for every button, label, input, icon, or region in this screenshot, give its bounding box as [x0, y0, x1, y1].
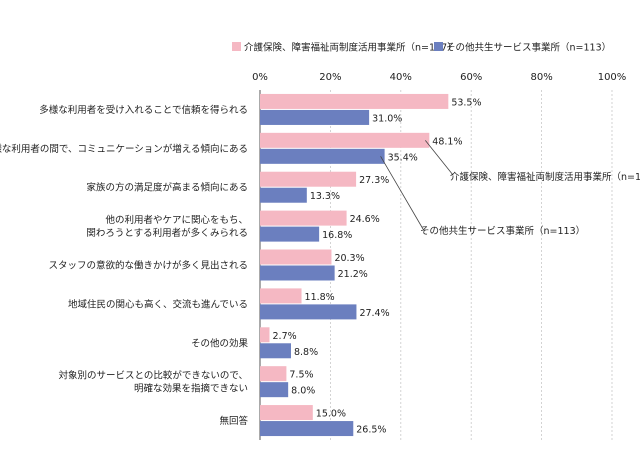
- bar: [260, 249, 332, 265]
- data-label: 48.1%: [432, 136, 462, 147]
- annotation-label: その他共生サービス事業所（n=113）: [420, 225, 585, 237]
- bar: [260, 343, 291, 359]
- category-label: 多様な利用者の間で、コミュニケーションが増える傾向にある: [0, 143, 248, 155]
- category-label: 家族の方の満足度が高まる傾向にある: [86, 182, 248, 194]
- data-label: 2.7%: [273, 331, 297, 342]
- x-tick-label: 100%: [598, 72, 627, 83]
- bar: [260, 171, 357, 187]
- bar: [260, 226, 320, 242]
- bar: [260, 109, 370, 125]
- category-label: 無回答: [219, 415, 248, 427]
- bar: [260, 132, 430, 148]
- category-label: スタッフの意欲的な働きかけが多く見出される: [48, 260, 248, 272]
- category-label: 関わろうとする利用者が多くみられる: [86, 227, 248, 239]
- bar: [260, 93, 449, 109]
- bar: [260, 210, 347, 226]
- data-label: 8.0%: [291, 386, 315, 397]
- annotation-leader: [424, 140, 454, 176]
- bar: [260, 421, 354, 437]
- legend-label-1: 介護保険、障害福祉両制度活用事業所（n=187）: [244, 42, 457, 54]
- bar: [260, 366, 287, 382]
- x-tick-label: 20%: [319, 72, 341, 83]
- x-tick-label: 60%: [460, 72, 482, 83]
- category-label: 多様な利用者を受け入れることで信頼を得られる: [39, 104, 248, 116]
- data-label: 53.5%: [451, 97, 481, 108]
- data-label: 7.5%: [289, 370, 313, 381]
- annotation-leader: [380, 156, 424, 230]
- data-label: 15.0%: [316, 409, 346, 420]
- bar: [260, 288, 302, 304]
- data-label: 31.0%: [372, 113, 402, 124]
- data-label: 27.3%: [359, 175, 389, 186]
- bar: [260, 148, 385, 164]
- category-label: 明確な効果を指摘できない: [134, 383, 248, 395]
- category-label: 地域住民の関心も高く、交流も進んでいる: [68, 298, 248, 310]
- category-label: その他の効果: [191, 337, 249, 349]
- data-label: 13.3%: [310, 191, 340, 202]
- bar: [260, 327, 270, 343]
- data-label: 21.2%: [338, 269, 368, 280]
- bar: [260, 265, 335, 281]
- legend-swatch-1: [232, 42, 241, 51]
- data-label: 8.8%: [294, 347, 318, 358]
- category-label: 対象別のサービスとの比較ができないので、: [58, 370, 248, 382]
- data-label: 11.8%: [305, 292, 335, 303]
- legend-swatch-2: [434, 42, 443, 51]
- data-label: 16.8%: [322, 230, 352, 241]
- legend-label-2: その他共生サービス事業所（n=113）: [446, 42, 611, 54]
- data-label: 27.4%: [359, 308, 389, 319]
- x-tick-label: 80%: [530, 72, 552, 83]
- data-label: 20.3%: [334, 253, 364, 264]
- annotation-label: 介護保険、障害福祉両制度活用事業所（n=187）: [450, 171, 640, 183]
- data-label: 26.5%: [356, 425, 386, 436]
- bar: [260, 405, 313, 421]
- x-tick-label: 40%: [390, 72, 412, 83]
- bar: [260, 382, 289, 398]
- category-label: 他の利用者やケアに関心をもち、: [105, 214, 248, 226]
- bar: [260, 187, 307, 203]
- data-label: 35.4%: [388, 152, 418, 163]
- x-tick-label: 0%: [252, 72, 268, 83]
- data-label: 24.6%: [350, 214, 380, 225]
- bar: [260, 304, 357, 320]
